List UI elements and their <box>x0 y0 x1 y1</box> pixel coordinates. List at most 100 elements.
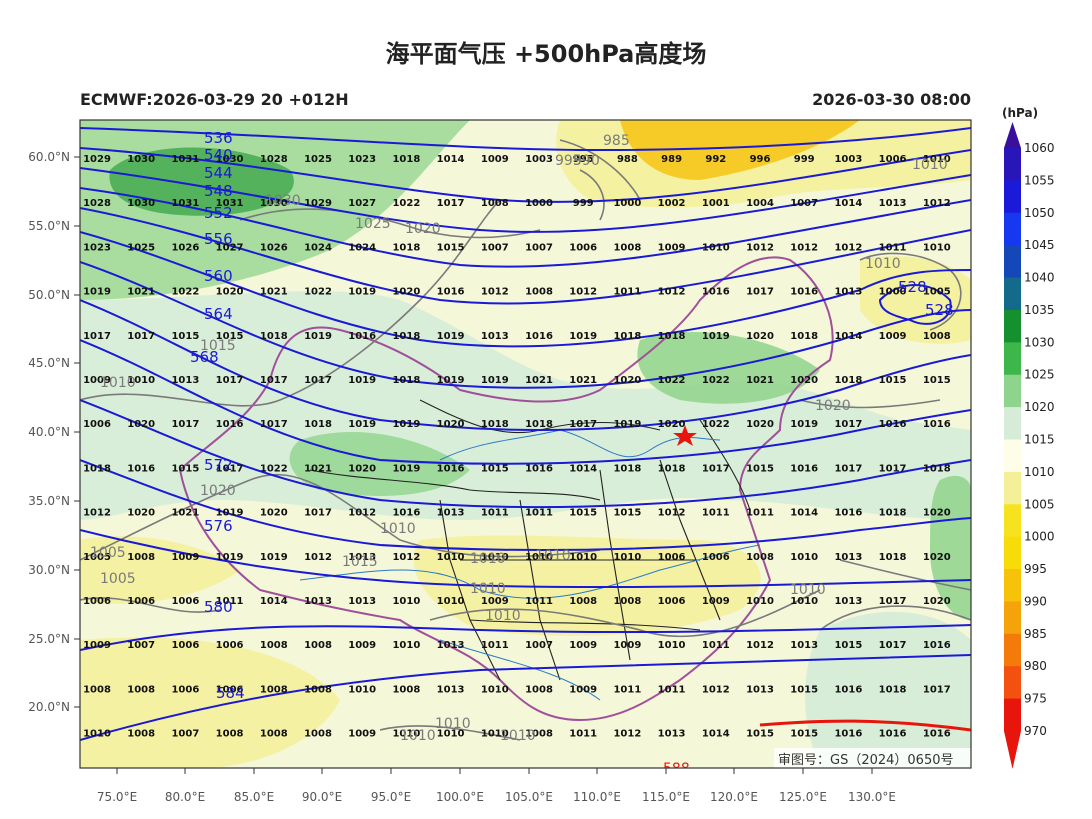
pressure-value: 1012 <box>702 684 730 695</box>
pressure-value: 1019 <box>260 552 288 563</box>
height-label: 528 <box>203 106 232 124</box>
pressure-value: 996 <box>750 154 771 165</box>
pressure-value: 1005 <box>83 552 111 563</box>
longitude-axis: 75.0°E 80.0°E 85.0°E 90.0°E 95.0°E 100.0… <box>97 768 896 804</box>
pressure-value: 1019 <box>437 331 465 342</box>
pressure-value: 1010 <box>83 729 111 740</box>
map-credit: 审图号：GS（2024）0650号 <box>778 753 954 768</box>
pressure-value: 1008 <box>392 684 420 695</box>
isobar-label: 1010 <box>535 548 571 564</box>
pressure-value: 1008 <box>613 242 641 253</box>
pressure-value: 1006 <box>171 684 199 695</box>
isobar-label: 1020 <box>405 221 441 237</box>
pressure-value: 1010 <box>127 375 155 386</box>
pressure-value: 1009 <box>569 640 597 651</box>
pressure-value: 1016 <box>348 331 376 342</box>
pressure-value: 1012 <box>746 640 774 651</box>
pressure-value: 1021 <box>746 375 774 386</box>
pressure-value: 1014 <box>437 154 465 165</box>
pressure-value: 1018 <box>613 331 641 342</box>
pressure-value: 1014 <box>790 508 818 519</box>
pressure-value: 1007 <box>481 242 509 253</box>
pressure-value: 1026 <box>171 242 199 253</box>
pressure-value: 1013 <box>481 331 509 342</box>
pressure-value: 1010 <box>923 242 951 253</box>
pressure-value: 1005 <box>923 287 951 298</box>
isobar-label: 1015 <box>342 554 378 570</box>
pressure-value: 1016 <box>879 419 907 430</box>
pressure-value: 1010 <box>481 552 509 563</box>
pressure-value: 1008 <box>569 596 597 607</box>
pressure-value: 1013 <box>437 684 465 695</box>
pressure-value: 1022 <box>702 375 730 386</box>
pressure-value: 1016 <box>525 331 553 342</box>
lon-tick-label: 100.0°E <box>436 790 484 804</box>
pressure-value: 1013 <box>658 729 686 740</box>
pressure-value: 1006 <box>658 596 686 607</box>
pressure-value: 1014 <box>569 463 597 474</box>
pressure-value: 1013 <box>437 508 465 519</box>
isobar-label: 1030 <box>265 193 301 209</box>
pressure-value: 1019 <box>348 375 376 386</box>
pressure-value: 1010 <box>348 684 376 695</box>
pressure-value: 1017 <box>83 331 111 342</box>
pressure-value: 995 <box>573 154 594 165</box>
pressure-value: 1027 <box>348 198 376 209</box>
pressure-value: 1015 <box>613 508 641 519</box>
pressure-value: 1018 <box>525 419 553 430</box>
pressure-value: 1027 <box>216 242 244 253</box>
colorbar-segment <box>1004 277 1021 311</box>
pressure-value: 1018 <box>879 684 907 695</box>
pressure-value: 1019 <box>304 331 332 342</box>
pressure-value: 1008 <box>260 684 288 695</box>
pressure-value: 1020 <box>923 596 951 607</box>
pressure-value: 1006 <box>171 596 199 607</box>
pressure-value: 1015 <box>923 375 951 386</box>
pressure-value: 1013 <box>304 596 332 607</box>
colorbar-segment <box>1004 212 1021 246</box>
height-label: 528 <box>925 301 954 319</box>
pressure-value: 1022 <box>702 419 730 430</box>
pressure-value: 1015 <box>569 508 597 519</box>
pressure-value: 1017 <box>879 463 907 474</box>
pressure-value: 1003 <box>525 154 553 165</box>
isobar-labels: 1010 1005 1015 1020 1025 1030 985 990 99… <box>90 133 948 744</box>
colorbar-segment <box>1004 601 1021 635</box>
pressure-value: 1019 <box>216 508 244 519</box>
pressure-value: 1010 <box>923 154 951 165</box>
colorbar-level-label: 1015 <box>1024 433 1055 447</box>
pressure-value: 1016 <box>702 287 730 298</box>
pressure-value: 1019 <box>392 463 420 474</box>
pressure-value: 1021 <box>127 287 155 298</box>
colorbar-segment <box>1004 698 1021 732</box>
pressure-value: 1012 <box>923 198 951 209</box>
colorbar-level-label: 1030 <box>1024 335 1055 349</box>
pressure-value: 1013 <box>348 552 376 563</box>
pressure-value: 1008 <box>304 729 332 740</box>
pressure-value: 1014 <box>834 331 862 342</box>
lat-tick-label: 50.0°N <box>28 288 70 302</box>
colorbar-segment <box>1004 536 1021 570</box>
pressure-value: 1006 <box>658 552 686 563</box>
pressure-value: 1000 <box>879 287 907 298</box>
pressure-value: 1010 <box>702 242 730 253</box>
pressure-value: 1010 <box>437 596 465 607</box>
pressure-value: 1009 <box>348 640 376 651</box>
high-pressure-core-fill <box>109 147 294 216</box>
colorbar-segment <box>1004 245 1021 279</box>
pressure-value: 1018 <box>304 419 332 430</box>
pressure-value: 1015 <box>216 331 244 342</box>
pressure-value: 1022 <box>658 375 686 386</box>
pressure-value: 1013 <box>746 684 774 695</box>
pressure-value: 1019 <box>481 375 509 386</box>
pressure-value: 1016 <box>525 463 553 474</box>
pressure-value: 1011 <box>569 729 597 740</box>
pressure-value: 1012 <box>658 287 686 298</box>
pressure-value: 1010 <box>569 552 597 563</box>
pressure-value: 1019 <box>790 419 818 430</box>
pressure-value: 1030 <box>216 154 244 165</box>
pressure-value: 1014 <box>702 729 730 740</box>
pressure-value: 1019 <box>392 419 420 430</box>
pressure-value: 1012 <box>834 242 862 253</box>
pressure-value: 1006 <box>171 640 199 651</box>
